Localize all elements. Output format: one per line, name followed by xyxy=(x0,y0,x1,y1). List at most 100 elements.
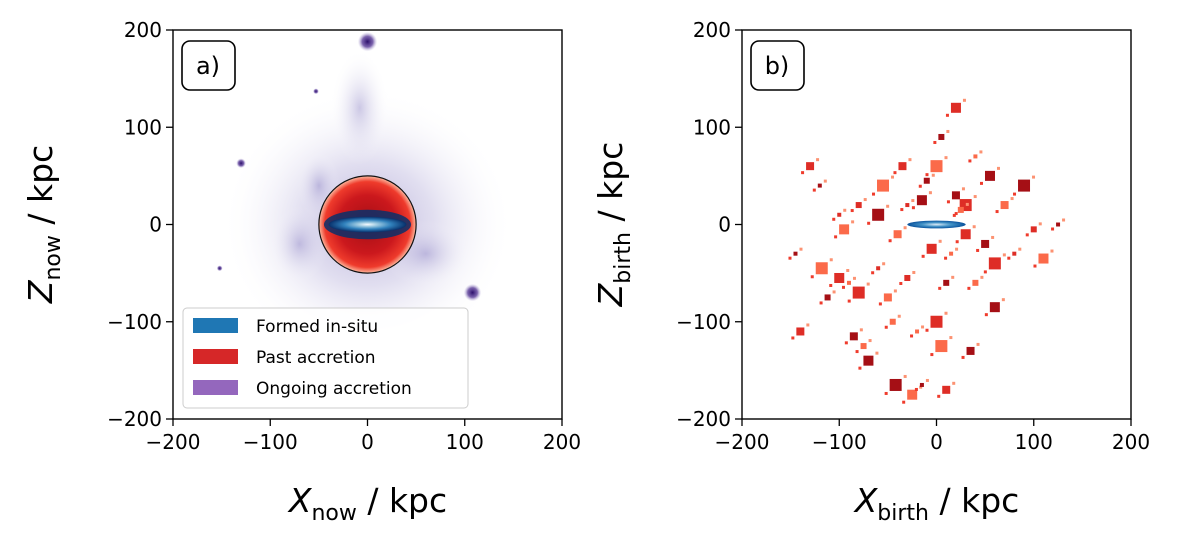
past-accretion-clump-fragment xyxy=(878,302,882,306)
past-accretion-clump-fragment xyxy=(844,341,848,345)
past-accretion-clump-fragment xyxy=(900,208,904,212)
past-accretion-clump xyxy=(1051,218,1066,231)
past-accretion-clump-core xyxy=(904,274,911,281)
panel-a-x-axis-title: Xnow / kpc xyxy=(287,481,447,526)
past-accretion-clump-core xyxy=(960,229,971,240)
past-accretion-clump-fragment xyxy=(882,262,886,266)
panel-b-x-tick-label: −100 xyxy=(812,430,867,454)
past-accretion-clump xyxy=(911,191,932,210)
past-accretion-clump-core xyxy=(966,346,975,355)
past-accretion-clump xyxy=(984,298,1005,317)
past-accretion-clump xyxy=(872,175,895,196)
panel-b-y-tick-label: −100 xyxy=(676,310,731,334)
past-accretion-clump-fragment xyxy=(897,314,901,318)
past-accretion-clump-fragment xyxy=(914,387,918,391)
past-accretion-clump-fragment xyxy=(945,113,949,117)
past-accretion-clump-fragment xyxy=(976,342,980,346)
past-accretion-clump-core xyxy=(972,279,979,286)
past-accretion-clump-fragment xyxy=(938,286,942,290)
past-accretion-clump-fragment xyxy=(928,191,932,195)
legend-label-in-situ: Formed in-situ xyxy=(256,317,378,337)
panel-a-tag-box xyxy=(181,40,236,91)
past-accretion-clump-core xyxy=(923,177,930,184)
past-accretion-clump-core xyxy=(919,382,924,387)
past-accretion-clump-fragment xyxy=(872,192,876,196)
past-accretion-clump xyxy=(871,262,886,275)
past-accretion-clump-core xyxy=(863,355,874,366)
past-accretion-clump-fragment xyxy=(918,184,922,188)
panel-b-x-tick-label: 100 xyxy=(1015,430,1053,454)
in-situ-disk xyxy=(907,220,966,229)
past-accretion-clump-fragment xyxy=(961,355,965,359)
past-accretion-clump-core xyxy=(916,195,927,206)
past-accretion-clump xyxy=(1007,247,1022,260)
past-accretion-clump-fragment xyxy=(933,140,937,144)
past-accretion-clump-core xyxy=(837,212,842,217)
past-accretion-clump-core xyxy=(950,102,961,113)
past-accretion-clump xyxy=(878,289,897,306)
panel-a-y-tick-label: 200 xyxy=(124,18,162,42)
past-accretion-clump-fragment xyxy=(819,301,823,305)
past-accretion-clump-core xyxy=(984,170,995,181)
past-accretion-clump xyxy=(812,179,827,192)
legend-swatch-past-accretion xyxy=(193,349,238,364)
past-accretion-clump-fragment xyxy=(799,247,803,251)
past-accretion-clump-core xyxy=(905,203,910,208)
past-accretion-clump-fragment xyxy=(925,328,929,332)
past-accretion-clump-fragment xyxy=(931,173,935,177)
past-accretion-clump-fragment xyxy=(1010,197,1014,201)
past-accretion-clump-core xyxy=(839,224,850,235)
past-accretion-clump xyxy=(910,325,925,338)
past-accretion-clump-fragment xyxy=(921,254,925,258)
panel-a-x-tick-label: 200 xyxy=(543,430,581,454)
panel-b-x-axis-title: Xbirth / kpc xyxy=(853,481,1020,526)
past-accretion-clump xyxy=(930,336,953,357)
past-accretion-clump xyxy=(788,247,803,260)
past-accretion-clump-fragment xyxy=(867,221,871,225)
panel-a-x-tick-label: −100 xyxy=(243,430,298,454)
past-accretion-clump-fragment xyxy=(851,220,855,224)
past-accretion-clump xyxy=(921,239,942,258)
past-accretion-clump-core xyxy=(988,257,1001,270)
past-accretion-clump xyxy=(918,173,935,188)
past-accretion-clump xyxy=(847,282,870,303)
past-accretion-clump xyxy=(810,258,833,279)
past-accretion-clump-fragment xyxy=(952,213,956,217)
ongoing-accretion-satellite xyxy=(216,265,223,272)
past-accretion-clump-fragment xyxy=(921,325,925,329)
past-accretion-clump-core xyxy=(935,340,948,353)
past-accretion-clump xyxy=(976,235,995,252)
past-accretion-clump-fragment xyxy=(973,195,977,199)
past-accretion-clump-fragment xyxy=(806,323,810,327)
past-accretion-clump xyxy=(858,351,879,370)
ongoing-accretion-satellite xyxy=(313,88,319,95)
past-accretion-clump-core xyxy=(930,315,943,328)
past-accretion-clump-fragment xyxy=(949,336,953,340)
past-accretion-clump xyxy=(902,385,923,404)
past-accretion-clump-core xyxy=(949,251,954,256)
ongoing-accretion-stream xyxy=(330,49,389,167)
panel-b-y-tick-label: 100 xyxy=(693,115,731,139)
past-accretion-clump-fragment xyxy=(962,98,966,102)
past-accretion-clump-fragment xyxy=(1062,218,1066,222)
panel-a-legend: Formed in-situ Past accretion Ongoing ac… xyxy=(182,307,469,409)
past-accretion-clump-fragment xyxy=(832,290,836,294)
past-accretion-clump-fragment xyxy=(884,325,888,329)
panel-b-x-subscript: birth xyxy=(877,501,929,526)
panel-b-y-axis-title: Zbirth / kpc xyxy=(591,142,636,308)
past-accretion-boundary xyxy=(318,175,417,274)
past-accretion-clump-fragment xyxy=(868,339,872,343)
past-accretion-clump xyxy=(933,129,950,144)
past-accretion-clump-fragment xyxy=(1002,253,1006,257)
past-accretion-clump-fragment xyxy=(980,275,984,279)
legend-frame xyxy=(182,307,469,409)
legend-swatch-in-situ xyxy=(193,318,238,333)
past-accretion-clump-fragment xyxy=(902,400,906,404)
past-accretion-clump-fragment xyxy=(1025,233,1029,237)
past-accretion-clump xyxy=(1013,175,1036,196)
past-accretion-clump-core xyxy=(846,280,851,285)
past-accretion-clump-fragment xyxy=(1038,222,1042,226)
past-accretion-clump-fragment xyxy=(871,271,875,275)
past-accretion-clump-core xyxy=(815,262,828,275)
panel-b-x-tick-label: 200 xyxy=(1112,430,1150,454)
